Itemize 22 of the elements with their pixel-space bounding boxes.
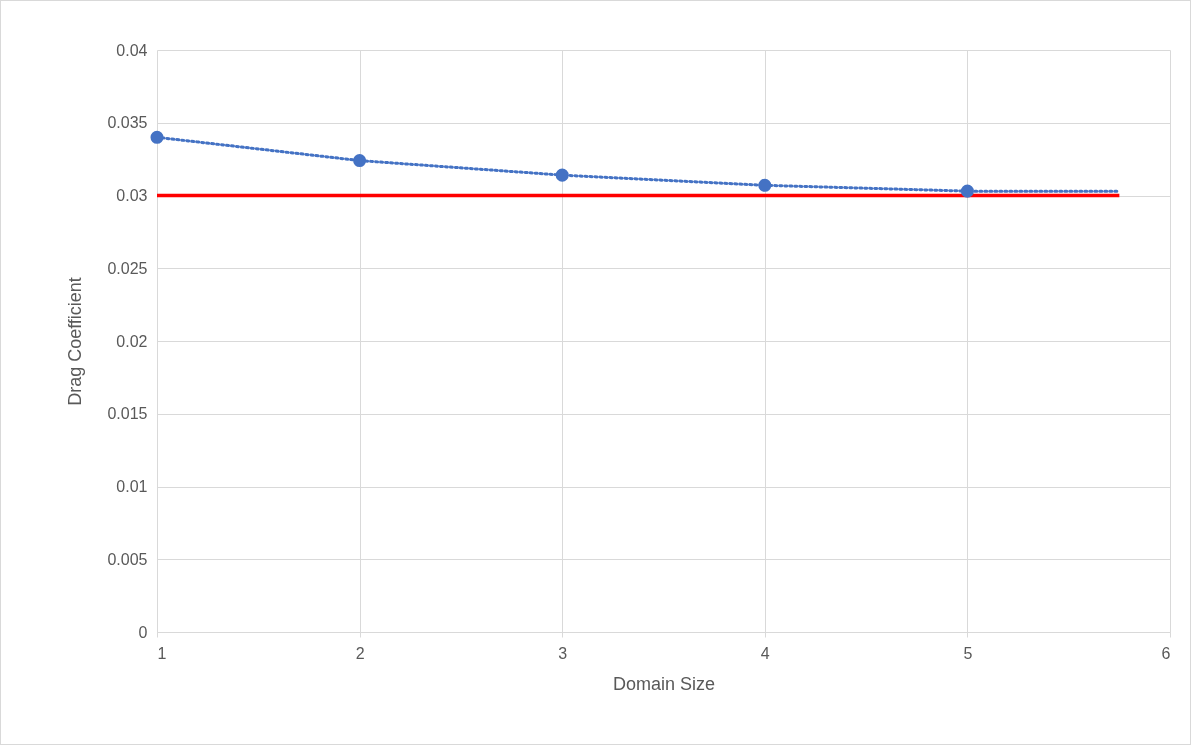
y-tick-label: 0.035 <box>107 114 148 132</box>
point <box>353 154 367 168</box>
y-tick-label: 0.03 <box>116 187 148 204</box>
y-axis-title: Drag Coefficient <box>65 277 86 406</box>
y-tick-label: 0.005 <box>107 550 148 568</box>
y-tick-label: 0.04 <box>116 41 148 59</box>
y-tick-label: 0.01 <box>116 478 148 495</box>
x-tick-label: 3 <box>558 644 568 662</box>
point <box>960 184 974 198</box>
point <box>555 168 569 182</box>
y-tick-label: 0.025 <box>107 259 148 277</box>
x-tick-label: 2 <box>355 644 365 662</box>
point <box>758 178 772 192</box>
y-tick-label: 0.015 <box>107 405 148 423</box>
x-tick-label: 4 <box>760 644 770 662</box>
x-axis-title: Domain Size <box>612 673 716 694</box>
x-tick-label: 1 <box>157 644 167 662</box>
point <box>150 130 164 144</box>
x-tick-label: 6 <box>1161 644 1171 662</box>
y-tick-label: 0.02 <box>116 332 148 350</box>
x-tick-label: 5 <box>963 644 973 662</box>
y-tick-label: 0 <box>138 623 148 641</box>
